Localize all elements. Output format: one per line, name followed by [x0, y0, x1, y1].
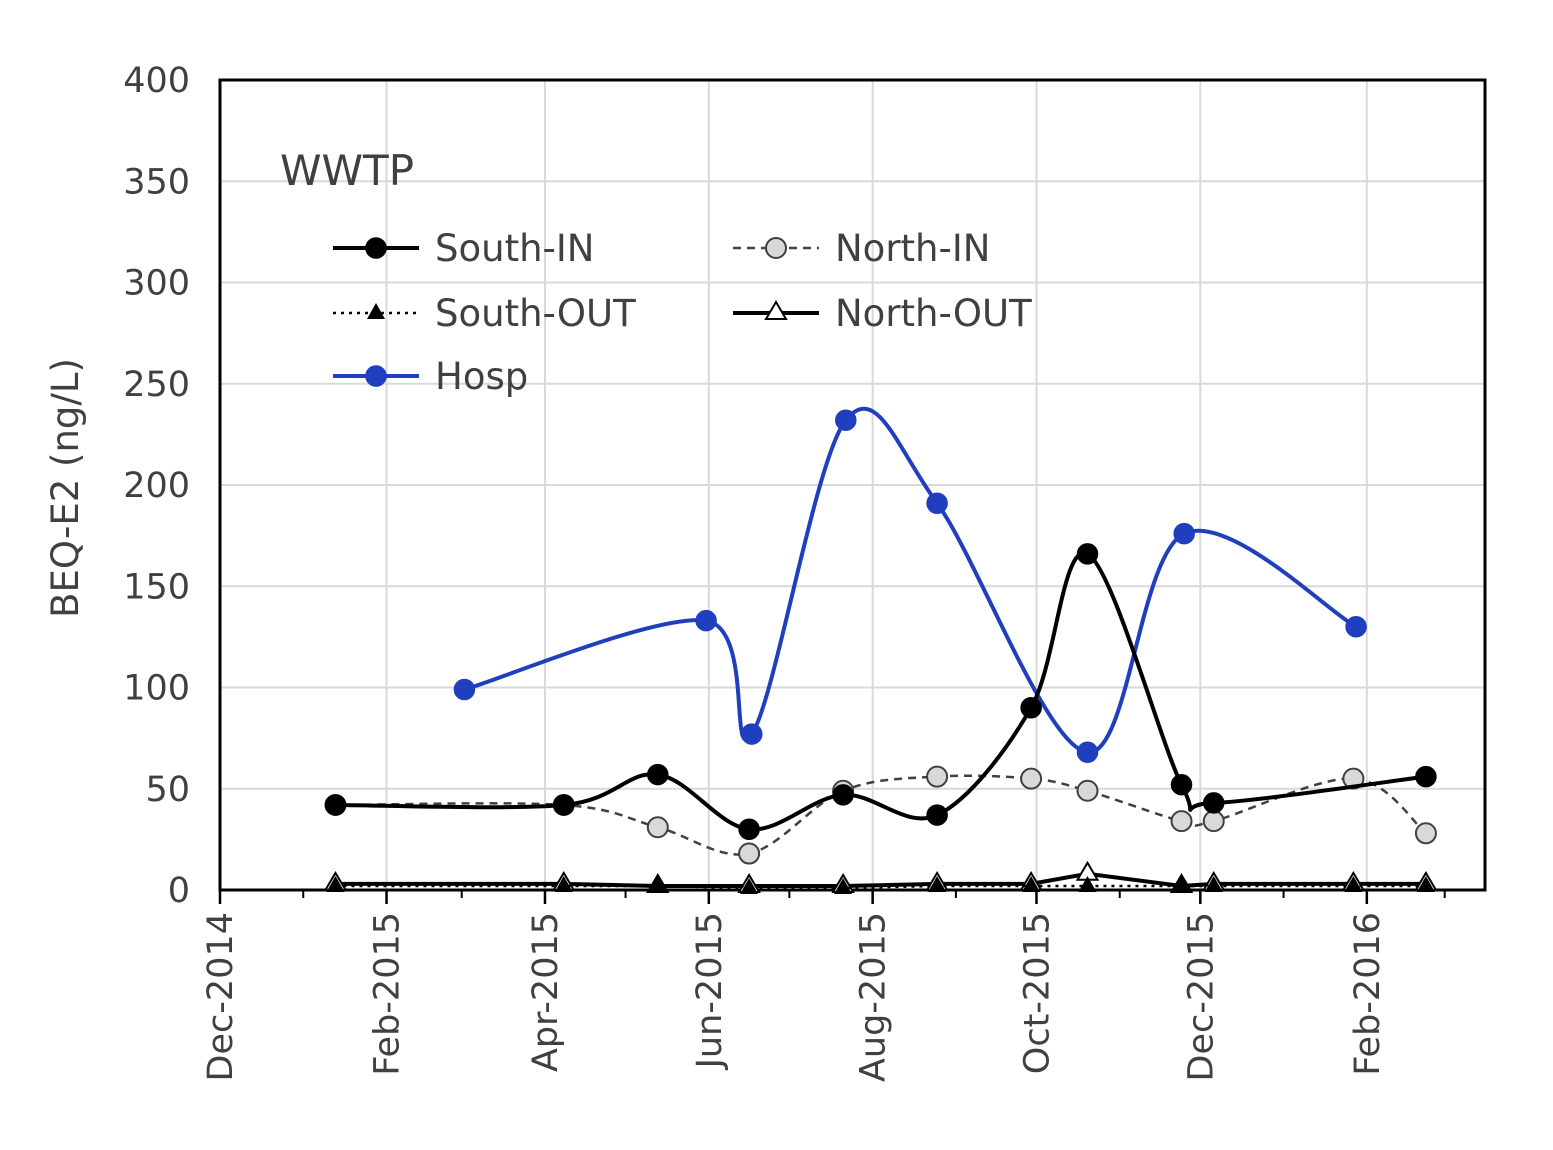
series-line-hosp [463, 406, 1358, 755]
data-point-south-out [928, 875, 947, 892]
data-point-south-in [1020, 697, 1042, 719]
legend-entry-south-out: South-OUT [333, 292, 636, 335]
data-point-hosp [1173, 522, 1195, 545]
data-point-south-out [1416, 875, 1435, 892]
data-point-hosp [741, 723, 763, 745]
data-point-south-out [1344, 875, 1363, 892]
legend-label-north-out: North-OUT [835, 292, 1032, 335]
data-point-south-in [926, 804, 948, 826]
data-point-south-out [554, 875, 573, 892]
x-tick-label: Aug-2015 [854, 912, 894, 1082]
data-point-south-in [832, 784, 854, 806]
data-point-hosp [695, 609, 717, 632]
x-tick-label: Feb-2016 [1348, 912, 1388, 1076]
data-point-south-in [1170, 773, 1193, 796]
data-point-hosp [926, 492, 948, 514]
data-point-hosp [453, 678, 476, 701]
legend-label-south-out: South-OUT [435, 292, 636, 335]
data-point-south-out [740, 877, 759, 894]
series-line-south-out [335, 884, 1426, 890]
data-point-south-out [1172, 875, 1191, 892]
y-tick-label: 400 [123, 61, 190, 101]
legend-entry-north-out: North-OUT [733, 292, 1032, 335]
series-line-north-out [335, 871, 1426, 889]
x-tick-label: Apr-2015 [526, 912, 566, 1072]
panel-label: WWTP [280, 146, 414, 195]
data-point-hosp [835, 409, 857, 431]
data-point-north-in [1342, 767, 1365, 790]
series-line-south-in [335, 551, 1427, 832]
legend-entry-south-in: South-IN [333, 227, 594, 270]
data-point-north-in [1076, 779, 1099, 802]
legend-marker-south-in [365, 237, 387, 259]
data-point-hosp [1076, 741, 1099, 764]
legend: South-IN North-IN South-OUT North-OUT Hosp [333, 227, 1032, 398]
x-tick-label: Jun-2015 [690, 912, 730, 1070]
data-point-south-in [553, 794, 575, 816]
legend-marker-north-out [764, 300, 788, 320]
y-tick-label: 250 [123, 365, 190, 405]
data-point-north-in [1202, 810, 1225, 833]
data-point-south-in [1415, 765, 1437, 788]
data-point-north-in [926, 765, 949, 788]
legend-entry-north-in: North-IN [733, 227, 990, 270]
x-tick-label: Dec-2014 [201, 912, 241, 1081]
data-point-south-out [1204, 875, 1223, 892]
axes: 0 50 100 150 200 250 300 350 400 Dec-2014 Feb-2015… [123, 61, 1446, 1082]
data-point-south-in [1202, 792, 1225, 814]
series-hosp [453, 406, 1367, 764]
data-point-south-in [324, 794, 347, 816]
data-point-south-in [738, 818, 760, 840]
y-tick-label: 150 [123, 567, 190, 607]
data-point-north-in [1020, 767, 1043, 790]
y-tick-label: 350 [123, 162, 190, 202]
legend-marker-north-in [765, 237, 787, 259]
series-line-north-in [335, 774, 1427, 856]
series-layer [323, 406, 1438, 894]
data-point-south-out [1078, 875, 1097, 892]
data-point-south-out [326, 875, 345, 892]
data-point-south-in [647, 763, 669, 786]
data-point-north-in [646, 816, 669, 839]
y-tick-label: 100 [123, 669, 190, 709]
x-tick-label: Dec-2015 [1181, 912, 1221, 1081]
series-south-in [324, 543, 1437, 840]
y-tick-label: 50 [145, 770, 190, 810]
data-point-south-out [648, 875, 667, 892]
legend-label-north-in: North-IN [835, 227, 990, 270]
legend-entry-hosp: Hosp [333, 355, 528, 398]
series-north-in [324, 765, 1437, 865]
data-point-north-in [738, 842, 761, 865]
data-point-south-out [834, 877, 853, 894]
data-point-north-in [1414, 822, 1437, 845]
data-point-south-out [1022, 875, 1041, 892]
y-axis-title: BEQ-E2 (ng/L) [44, 358, 87, 618]
y-tick-label: 0 [168, 871, 190, 911]
legend-marker-south-out [367, 303, 385, 319]
grid [219, 79, 1485, 891]
data-point-hosp [1345, 616, 1367, 638]
data-point-south-in [1076, 543, 1099, 565]
legend-label-south-in: South-IN [435, 227, 594, 270]
data-point-north-in [1170, 810, 1193, 833]
y-tick-label: 200 [123, 466, 190, 506]
y-tick-label: 300 [123, 264, 190, 304]
series-south-out [326, 875, 1435, 894]
x-tick-label: Feb-2015 [368, 912, 408, 1076]
x-tick-label: Oct-2015 [1017, 912, 1057, 1074]
legend-label-hosp: Hosp [435, 355, 528, 398]
legend-marker-hosp [365, 365, 387, 387]
